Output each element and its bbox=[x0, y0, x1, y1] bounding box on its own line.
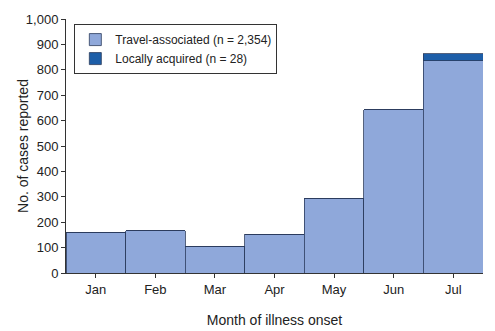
svg-text:Jul: Jul bbox=[445, 282, 462, 297]
svg-text:900: 900 bbox=[37, 37, 59, 52]
svg-text:600: 600 bbox=[37, 113, 59, 128]
svg-text:Month of illness onset: Month of illness onset bbox=[207, 312, 343, 328]
svg-text:Jun: Jun bbox=[383, 282, 404, 297]
svg-text:500: 500 bbox=[37, 139, 59, 154]
svg-text:Mar: Mar bbox=[204, 282, 227, 297]
svg-text:Locally acquired (n = 28): Locally acquired (n = 28) bbox=[115, 52, 247, 66]
svg-text:400: 400 bbox=[37, 164, 59, 179]
svg-text:100: 100 bbox=[37, 240, 59, 255]
svg-text:800: 800 bbox=[37, 62, 59, 77]
svg-text:300: 300 bbox=[37, 189, 59, 204]
svg-text:Travel-associated (n = 2,354): Travel-associated (n = 2,354) bbox=[115, 33, 271, 47]
svg-text:200: 200 bbox=[37, 215, 59, 230]
svg-text:Apr: Apr bbox=[264, 282, 285, 297]
svg-text:No. of cases reported: No. of cases reported bbox=[15, 79, 31, 213]
svg-text:0: 0 bbox=[51, 266, 58, 281]
svg-text:Jan: Jan bbox=[85, 282, 106, 297]
svg-text:Feb: Feb bbox=[144, 282, 166, 297]
svg-text:700: 700 bbox=[37, 88, 59, 103]
svg-text:1,000: 1,000 bbox=[26, 12, 59, 27]
svg-text:May: May bbox=[322, 282, 347, 297]
